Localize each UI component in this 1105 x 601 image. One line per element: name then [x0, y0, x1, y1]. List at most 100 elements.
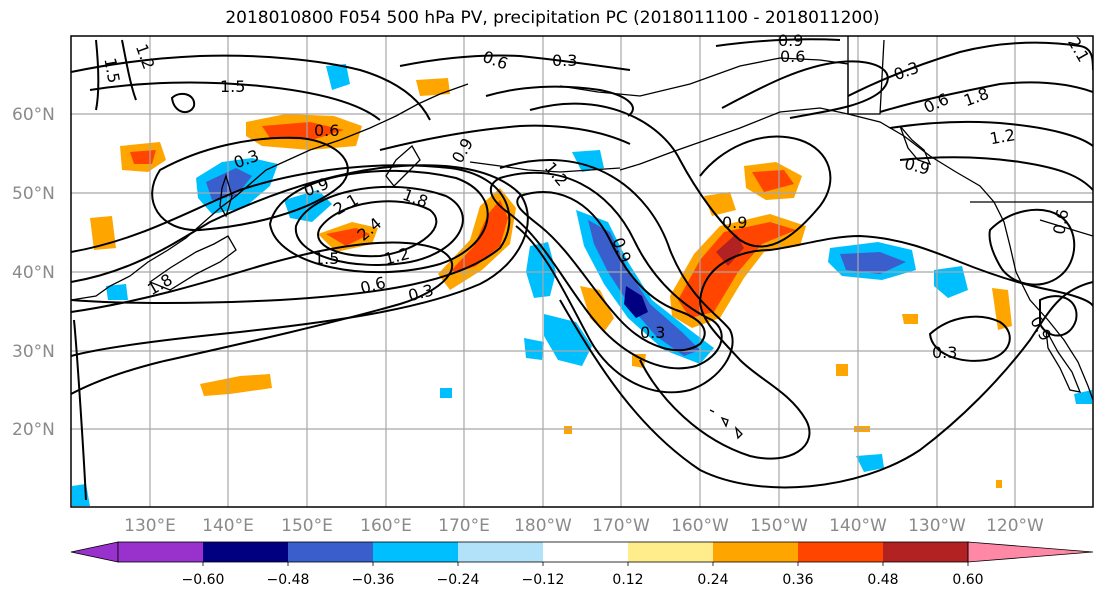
pos-shade — [446, 200, 508, 276]
neg-shade — [440, 388, 452, 398]
lon-label: 150°W — [750, 516, 808, 536]
pv-contour — [71, 241, 454, 395]
pv-contour — [879, 81, 1093, 113]
coast-japan — [148, 235, 237, 291]
colorbar-over-triangle — [967, 541, 1094, 563]
pv-contour — [889, 120, 1093, 147]
pos-shade — [996, 480, 1002, 488]
contour-label: 0.6 — [480, 47, 510, 74]
coast-aleutians — [469, 161, 621, 173]
colorbar-segment — [798, 542, 883, 562]
pos-shade — [262, 122, 344, 140]
neg-shade — [624, 286, 648, 318]
pos-shade — [902, 314, 918, 324]
pv-contour — [715, 38, 841, 47]
lat-label: 40°N — [12, 263, 55, 283]
pos-shade — [678, 222, 796, 318]
pv-contour — [73, 319, 87, 501]
contour-label: 1.2 — [541, 158, 572, 190]
contour-label: 1.5 — [220, 77, 245, 96]
colorbar-segment — [713, 542, 798, 562]
pv-contour — [847, 41, 1093, 97]
colorbar-ticks — [202, 562, 969, 566]
coast-nw-america — [847, 113, 1093, 401]
pv-contour — [559, 281, 1093, 489]
pv-contour — [379, 124, 631, 151]
contour-label: 2.1 — [1064, 34, 1093, 66]
neg-shade — [856, 454, 884, 472]
colorbar-tick-label: 0.60 — [952, 572, 983, 588]
pos-shade — [716, 234, 744, 266]
contour-label: 1.8 — [144, 270, 176, 299]
pv-contour — [399, 54, 631, 71]
lon-label: 180°W — [514, 516, 572, 536]
pos-shade — [564, 426, 572, 434]
colorbar-tick-label: −0.24 — [437, 572, 480, 588]
colorbar-segment — [203, 542, 288, 562]
pv-contour — [529, 102, 832, 248]
lon-label: 150°E — [281, 516, 333, 536]
neg-shade — [544, 314, 592, 366]
pos-shade — [416, 78, 450, 96]
contour-label: 0.3 — [932, 343, 957, 362]
pv-contour — [516, 191, 706, 352]
lat-label: 20°N — [12, 420, 55, 440]
colorbar-tick-label: 0.36 — [782, 572, 813, 588]
neg-shade — [1074, 390, 1092, 404]
lon-label: 130°E — [124, 516, 176, 536]
pv-contour — [317, 200, 438, 258]
lon-label: 140°W — [829, 516, 887, 536]
colorbar-tick-label: −0.36 — [352, 572, 395, 588]
pv-contour — [721, 60, 889, 119]
pos-shade — [90, 216, 116, 250]
colorbar-tick-label: −0.48 — [267, 572, 310, 588]
lat-label: 30°N — [12, 342, 55, 362]
neg-shade — [840, 252, 906, 274]
lat-label: 50°N — [12, 184, 55, 204]
pos-shade — [326, 228, 370, 246]
lon-label: 170°W — [592, 516, 650, 536]
pv-contour — [769, 234, 1093, 307]
lat-label: 60°N — [12, 105, 55, 125]
pv-contour — [1039, 295, 1078, 337]
pv-contour — [988, 208, 1076, 286]
neg-shade — [934, 266, 968, 298]
precip-shading — [72, 64, 1092, 506]
lon-label: 160°E — [360, 516, 412, 536]
colorbar: −0.60 −0.48 −0.36 −0.24 −0.12 0.12 0.24 … — [70, 541, 1094, 588]
contour-label: 1.5 — [100, 56, 123, 84]
pv-contour — [899, 156, 1093, 191]
coast-alaska-peninsula — [619, 107, 849, 171]
pv-contour — [294, 185, 464, 266]
pv-contour — [639, 249, 811, 460]
colorbar-segment — [118, 542, 203, 562]
contour-label: 0.3 — [640, 323, 665, 342]
pos-shade — [752, 170, 794, 192]
contour-label: 0.6 — [780, 47, 805, 66]
map-frame — [70, 35, 1094, 508]
contour-label: 1.8 — [961, 84, 991, 111]
pv-contour — [170, 92, 196, 114]
neg-shade — [72, 484, 90, 506]
contour-label: 0.6 — [314, 121, 339, 140]
pv-contour — [485, 85, 634, 117]
pos-shade — [992, 288, 1012, 330]
contour-label: 0.6 — [358, 273, 388, 298]
lon-label: 120°W — [986, 516, 1044, 536]
pv-contour — [489, 171, 723, 370]
colorbar-segment — [883, 542, 968, 562]
neg-shade — [524, 338, 544, 360]
coast-bc-islands — [899, 125, 932, 166]
map-title: 2018010800 F054 500 hPa PV, precipitatio… — [225, 8, 880, 28]
colorbar-tick-label: 0.12 — [612, 572, 643, 588]
colorbar-tick-label: 0.48 — [867, 572, 898, 588]
colorbar-tick-label: 0.24 — [697, 572, 728, 588]
pv-contour — [151, 136, 349, 232]
contour-label: 1.2 — [988, 125, 1016, 148]
neg-shade — [588, 220, 700, 356]
contour-label: 0.9 — [722, 213, 747, 232]
longitude-labels: 130°E 140°E 150°E 160°E 170°E 180°W 170°… — [124, 516, 1044, 536]
pv-contour — [71, 164, 529, 357]
pv-contour — [928, 315, 1011, 362]
